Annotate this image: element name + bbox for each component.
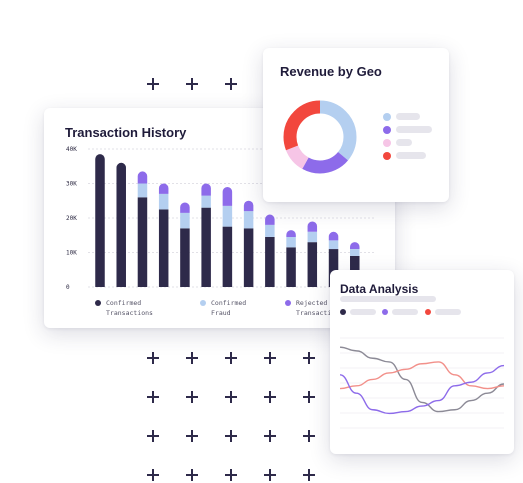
bar-segment (180, 202, 190, 213)
bar-segment (286, 247, 296, 287)
subtitle-placeholder (340, 296, 436, 302)
series-legend-placeholder (435, 309, 461, 315)
bar-segment (307, 242, 318, 287)
bar-segment (328, 249, 339, 287)
bar-segment (328, 231, 339, 241)
bar-segment (243, 200, 254, 212)
plus-icon (225, 78, 237, 90)
bar-segment (158, 193, 169, 210)
plus-icon (225, 352, 237, 364)
bar-segment (201, 195, 211, 208)
plus-icon (225, 469, 237, 481)
plus-icon (264, 391, 276, 403)
bar-segment (350, 249, 360, 256)
data-analysis-card: Data Analysis (330, 270, 514, 454)
plus-icon (303, 391, 315, 403)
series-legend-placeholder (392, 309, 418, 315)
bar-segment (180, 228, 190, 287)
plus-icon (225, 430, 237, 442)
data-analysis-chart (339, 337, 505, 429)
geo-legend-dot (383, 113, 391, 121)
plus-icon (147, 78, 159, 90)
revenue-by-geo-title: Revenue by Geo (280, 64, 382, 79)
plus-icon (186, 352, 198, 364)
bar-segment (350, 242, 360, 250)
legend-label: Rejected Transactions (296, 299, 343, 317)
series-line (339, 364, 505, 415)
bar-segment (95, 154, 105, 287)
plus-icon (303, 352, 315, 364)
bar-segment (158, 209, 169, 287)
legend-dot (285, 300, 291, 306)
series-legend-dot (340, 309, 346, 315)
plus-icon (303, 469, 315, 481)
bar-segment (307, 231, 318, 243)
donut-slice (283, 100, 357, 174)
plus-icon (186, 469, 198, 481)
legend-dot (200, 300, 206, 306)
legend-label: Confirmed Transactions (106, 299, 153, 317)
y-tick-label: 20K (66, 215, 77, 222)
bar-segment (201, 207, 211, 287)
legend-label: Confirmed Fraud (211, 299, 247, 317)
revenue-donut-chart (283, 100, 357, 174)
legend-item-confirmed-transactions: Confirmed Transactions (95, 298, 170, 318)
bar-segment (158, 183, 169, 194)
plus-icon (264, 352, 276, 364)
series-legend-placeholder (350, 309, 376, 315)
plus-icon (147, 391, 159, 403)
series-legend-dot (382, 309, 388, 315)
bar-segment (243, 211, 254, 229)
bar-segment (137, 183, 148, 198)
plus-icon (186, 391, 198, 403)
bar-segment (201, 183, 211, 196)
bar-segment (180, 212, 190, 229)
geo-legend-dot (383, 152, 391, 160)
y-tick-label: 10K (66, 250, 77, 257)
plus-icon (186, 430, 198, 442)
plus-icon (147, 352, 159, 364)
bar-segment (286, 236, 296, 248)
geo-legend-placeholder (396, 113, 420, 120)
legend-item-rejected-transactions: Rejected Transactions (285, 298, 360, 318)
transaction-history-title: Transaction History (65, 125, 187, 140)
bar-segment (265, 214, 275, 225)
bar-segment (222, 205, 233, 227)
bar-segment (243, 228, 254, 287)
bar-segment (286, 230, 296, 237)
bar-segment (222, 186, 233, 206)
plus-icon (147, 469, 159, 481)
revenue-by-geo-card: Revenue by Geo (263, 48, 449, 202)
series-line (339, 361, 505, 390)
bar-segment (137, 197, 148, 287)
y-tick-label: 30K (66, 181, 77, 188)
plus-icon (147, 430, 159, 442)
plus-icon (225, 391, 237, 403)
donut-slice (283, 100, 357, 174)
bar-segment (328, 240, 339, 250)
y-tick-label: 40K (66, 146, 77, 153)
geo-legend-placeholder (396, 152, 426, 159)
series-legend-dot (425, 309, 431, 315)
geo-legend-placeholder (396, 126, 432, 133)
series-line (339, 346, 505, 413)
bar-segment (137, 171, 148, 184)
plus-icon (186, 78, 198, 90)
bar-segment (222, 226, 233, 287)
bar-segment (307, 221, 318, 232)
plus-icon (303, 430, 315, 442)
legend-item-confirmed-fraud: Confirmed Fraud (200, 298, 275, 318)
bar-segment (265, 236, 275, 287)
bar-segment (116, 162, 126, 287)
geo-legend-placeholder (396, 139, 412, 146)
y-tick-label: 0 (66, 284, 70, 291)
plus-icon (264, 469, 276, 481)
donut-group (283, 100, 357, 174)
geo-legend-dot (383, 126, 391, 134)
data-analysis-title: Data Analysis (340, 282, 419, 296)
geo-legend-dot (383, 139, 391, 147)
legend-dot (95, 300, 101, 306)
plus-icon (264, 430, 276, 442)
bar-segment (265, 224, 275, 237)
